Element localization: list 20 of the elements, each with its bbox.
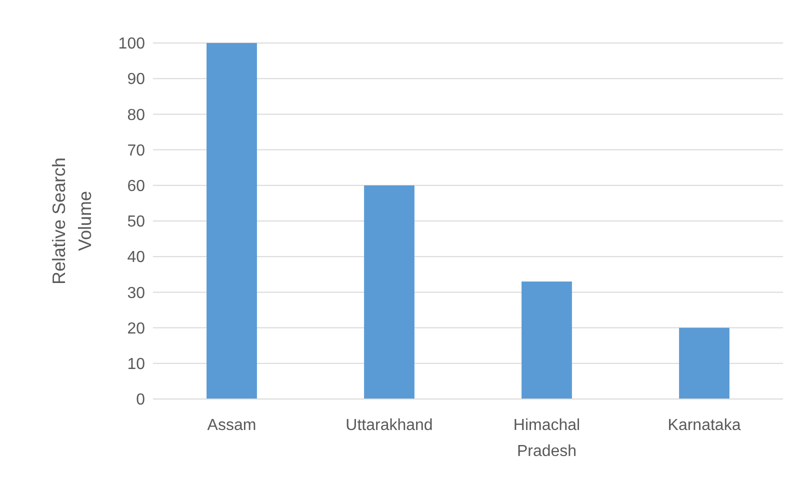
y-tick-label: 100 [118, 36, 146, 53]
y-tick-label: 50 [127, 214, 146, 231]
x-tick-label: Karnataka [668, 417, 741, 434]
bar [206, 43, 257, 399]
bar [679, 328, 730, 399]
y-tick-label: 10 [127, 356, 146, 373]
y-tick-label: 30 [127, 284, 146, 302]
y-tick-label: 70 [127, 142, 146, 160]
bar [522, 282, 572, 399]
y-tick-label: 80 [127, 106, 146, 124]
bar [364, 185, 414, 399]
y-tick-label: 0 [136, 392, 146, 409]
x-tick-label: Himachal Pradesh [513, 417, 580, 460]
x-tick-label: Assam [207, 417, 256, 434]
y-axis-title: Relative Search Volume [49, 157, 95, 285]
x-tick-label: Uttarakhand [346, 417, 433, 434]
y-tick-label: 90 [127, 71, 146, 88]
y-tick-label: 60 [127, 178, 146, 195]
y-tick-label: 20 [127, 320, 146, 338]
y-tick-label: 40 [127, 249, 146, 266]
